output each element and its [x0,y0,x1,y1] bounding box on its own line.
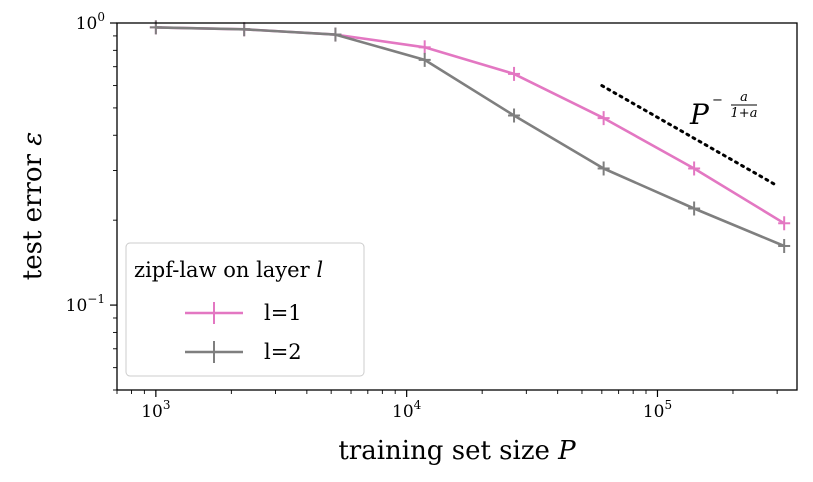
x-tick-label: 104 [392,398,422,422]
data-point-l1 [508,66,521,81]
x-tick-label: 105 [643,398,672,422]
data-point-l2 [238,22,251,37]
y-tick-label: 100 [76,10,105,34]
data-point-l2 [778,238,791,253]
data-point-l2 [688,201,701,216]
data-point-l2 [597,161,610,176]
data-point-l1 [778,216,791,231]
annotation-frac-num: a [740,90,748,105]
annotation-exp-sign: − [712,93,723,108]
data-point-l2 [329,27,342,42]
legend-label-l2: l=2 [264,340,302,364]
series-layer [149,20,791,253]
x-tick-label: 103 [141,398,170,422]
legend-title: zipf-law on layer l [134,258,323,282]
data-point-l1 [688,161,701,176]
legend-label-l1: l=1 [264,301,302,325]
data-point-l1 [597,111,610,126]
series-line-l2 [155,26,785,248]
y-axis-label: test error ε [18,132,48,280]
annotation-base: P [689,98,710,131]
scaling-annotation: P − a 1+a [689,90,757,131]
annotation-frac-den: 1+a [731,106,758,121]
legend-box [125,242,365,377]
data-point-l2 [418,52,431,67]
data-point-l1 [418,40,431,55]
plot-frame [116,22,798,391]
data-point-l2 [508,108,521,123]
reference-scaling-line [600,84,779,188]
legend: zipf-law on layer l l=1 l=2 [125,242,365,377]
x-axis-label: training set size P [338,436,576,466]
y-tick-label: 10−1 [66,292,105,316]
reference-layer [600,84,779,188]
grid-layer: 103 104 105 100 10−1 [66,10,778,422]
